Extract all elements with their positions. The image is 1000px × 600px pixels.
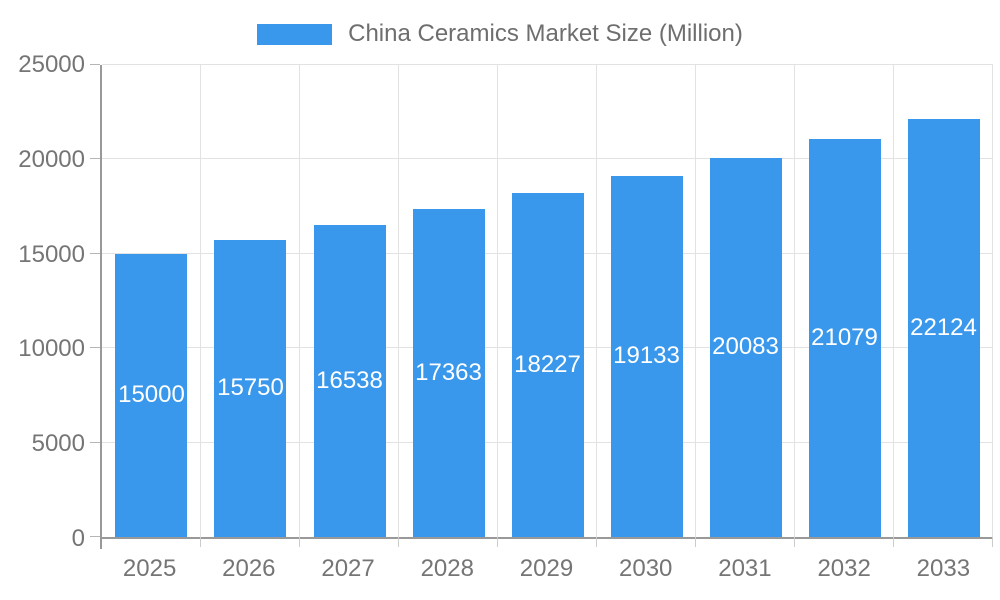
y-axis-tick (90, 441, 100, 443)
y-tick-label: 5000 (31, 430, 85, 458)
vertical-gridline (496, 65, 498, 537)
legend-swatch-icon (257, 23, 333, 45)
x-tick-label: 2030 (619, 555, 673, 582)
x-axis-tick (794, 537, 795, 547)
bar-2028[interactable]: 17363 (412, 209, 485, 537)
x-tick-label: 2029 (519, 555, 574, 582)
y-axis-tick (90, 252, 100, 254)
y-axis-tick (90, 64, 100, 65)
bar-value-label: 18227 (514, 350, 581, 378)
x-axis-tick (596, 537, 597, 547)
vertical-gridline (694, 65, 696, 537)
y-axis-labels: 0 5000 10000 15000 20000 25000 (0, 51, 85, 552)
y-axis-tick (90, 347, 100, 349)
bar-2025[interactable]: 15000 (115, 253, 188, 537)
x-tick-label: 2031 (718, 555, 772, 582)
x-tick-label: 2026 (222, 555, 276, 582)
bar-2032[interactable]: 21079 (808, 139, 881, 537)
bar-2033[interactable]: 22124 (907, 119, 980, 537)
bar-2030[interactable]: 19133 (610, 175, 683, 537)
legend-label: China Ceramics Market Size (Million) (348, 20, 743, 47)
x-tick-label: 2028 (420, 555, 474, 582)
x-axis-tick (199, 537, 201, 547)
horizontal-gridline (102, 158, 993, 160)
y-axis-tick (90, 158, 100, 160)
x-axis-tick (694, 537, 696, 547)
vertical-gridline (892, 65, 894, 537)
bar-value-label: 19133 (613, 342, 680, 370)
x-tick-label: 2033 (916, 555, 971, 582)
bar-2031[interactable]: 20083 (709, 157, 782, 537)
x-tick-label: 2025 (122, 555, 177, 582)
y-axis-tick (90, 536, 100, 537)
bar-value-label: 17363 (415, 359, 482, 387)
y-tick-label: 0 (71, 525, 85, 552)
x-axis-tick (298, 537, 300, 547)
vertical-gridline (199, 65, 201, 537)
y-tick-label: 25000 (18, 51, 85, 78)
bar-value-label: 20083 (712, 333, 779, 361)
x-tick-label: 2032 (817, 555, 871, 582)
bar-value-label: 15750 (217, 374, 284, 402)
x-axis-tick (992, 537, 993, 547)
bar-2026[interactable]: 15750 (214, 239, 287, 537)
y-axis-tick (100, 537, 102, 549)
vertical-gridline (794, 65, 795, 537)
vertical-gridline (992, 65, 993, 537)
vertical-gridline (596, 65, 597, 537)
y-tick-label: 20000 (18, 145, 85, 173)
legend[interactable]: China Ceramics Market Size (Million) (0, 20, 1000, 48)
y-tick-label: 15000 (18, 240, 85, 268)
x-axis-tick (496, 537, 498, 547)
bar-value-label: 21079 (811, 324, 878, 352)
vertical-gridline (397, 65, 399, 537)
x-axis-tick (397, 537, 399, 547)
plot-area: 15000 15750 16538 17363 18227 19133 20083 21079… (90, 64, 993, 549)
bar-value-label: 16538 (316, 366, 383, 394)
bar-2029[interactable]: 18227 (511, 192, 584, 537)
x-tick-label: 2027 (321, 555, 375, 582)
bar-2027[interactable]: 16538 (313, 224, 386, 537)
horizontal-gridline (102, 64, 993, 65)
y-tick-label: 10000 (18, 335, 85, 363)
x-axis-tick (892, 537, 894, 547)
x-axis-labels: 2025 2026 2027 2028 2029 2030 2031 2032 2033 (100, 555, 993, 587)
bar-value-label: 22124 (910, 314, 977, 342)
vertical-gridline (298, 65, 300, 537)
bar-value-label: 15000 (118, 381, 185, 409)
